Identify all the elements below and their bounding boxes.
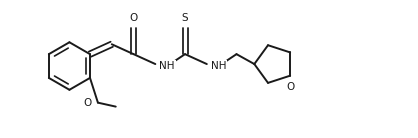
Text: NH: NH	[211, 61, 226, 71]
Text: NH: NH	[159, 61, 175, 71]
Text: O: O	[84, 98, 92, 108]
Text: O: O	[286, 82, 294, 92]
Text: S: S	[182, 14, 189, 23]
Text: O: O	[130, 14, 138, 23]
